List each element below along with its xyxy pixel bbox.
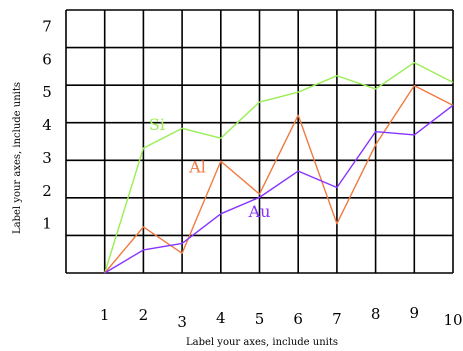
x-axis-label: Label your axes, include units [186,337,338,348]
x-tick-label: 5 [255,310,265,328]
x-tick-label: 3 [177,313,187,331]
y-tick-label: 2 [42,182,52,200]
y-axis-label: Label your axes, include units [12,82,23,234]
x-tick-label: 9 [410,304,420,322]
series-labels: Si Al Au [149,115,271,221]
x-tick-label: 6 [293,310,303,328]
chart-grid [65,9,454,274]
x-tick-label: 1 [100,306,110,324]
x-tick-label: 2 [139,306,149,324]
x-tick-label: 8 [371,305,381,323]
y-tick-label: 4 [42,116,52,134]
x-tick-label: 10 [443,311,462,329]
series-label-al: Al [188,158,206,177]
x-tick-label: 7 [332,310,342,328]
series-line-au [104,104,454,274]
x-tick-label: 4 [216,309,226,327]
y-tick-label: 3 [42,149,52,167]
series-label-si: Si [149,115,165,134]
x-tick-labels: 1 2 3 4 5 6 7 8 9 10 [100,304,463,331]
y-tick-label: 7 [42,17,52,35]
series-label-au: Au [248,202,271,221]
y-tick-label: 5 [42,83,52,101]
y-tick-label: 1 [42,215,52,233]
series-line-al [104,84,454,274]
y-tick-label: 6 [42,50,52,68]
y-tick-labels: 1 2 3 4 5 6 7 [42,17,52,232]
series-line-si [104,61,454,274]
series-lines [104,61,454,274]
